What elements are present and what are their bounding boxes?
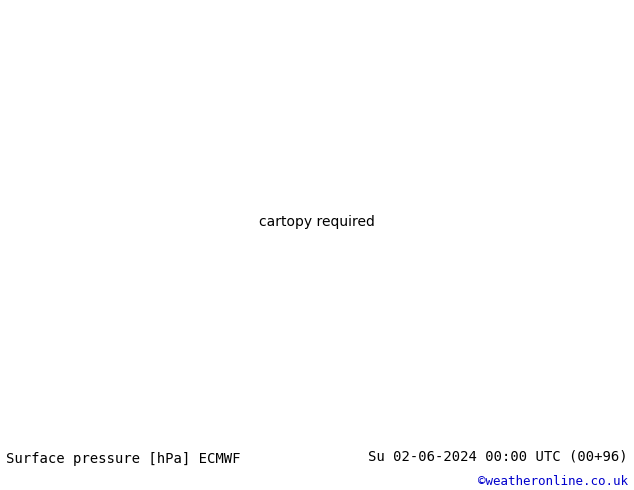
Text: ©weatheronline.co.uk: ©weatheronline.co.uk bbox=[477, 475, 628, 489]
Text: cartopy required: cartopy required bbox=[259, 216, 375, 229]
Text: Su 02-06-2024 00:00 UTC (00+96): Su 02-06-2024 00:00 UTC (00+96) bbox=[368, 449, 628, 463]
Text: Surface pressure [hPa] ECMWF: Surface pressure [hPa] ECMWF bbox=[6, 452, 241, 466]
